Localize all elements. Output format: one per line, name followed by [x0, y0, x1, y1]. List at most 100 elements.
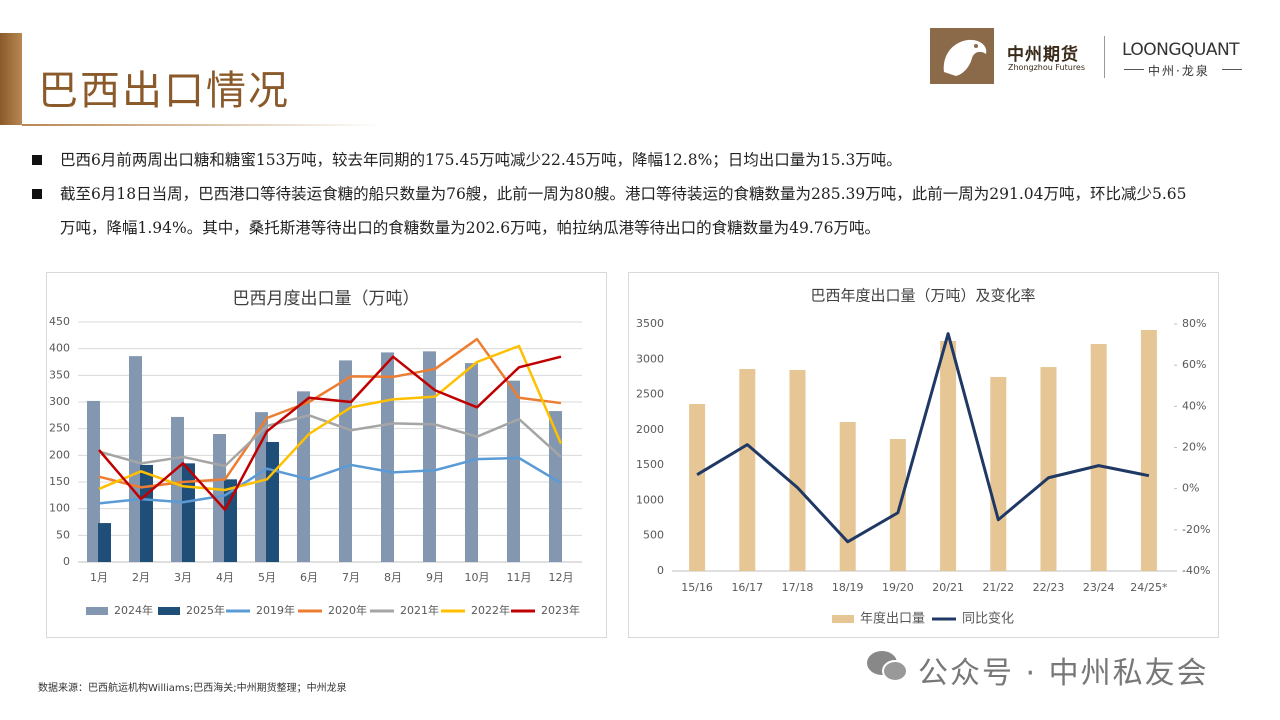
- logo-divider: [1104, 36, 1105, 78]
- logo-icon: [930, 28, 994, 84]
- y2-tick-label: -40%: [1182, 564, 1210, 577]
- logo-eye: [974, 44, 978, 48]
- legend-label: 2025年: [186, 603, 225, 617]
- bar: [1040, 367, 1057, 571]
- bullet: 巴西6月前两周出口糖和糖蜜153万吨，较去年同期的175.45万吨减少22.45…: [30, 143, 1200, 177]
- line-series: [98, 355, 562, 511]
- brand-dash: [1124, 69, 1144, 70]
- bar: [87, 400, 100, 562]
- watermark: 公众号 · 中州私友会: [918, 656, 1209, 691]
- y-tick-label: 0: [657, 564, 664, 577]
- logo-cn: 中州期货: [1007, 45, 1079, 65]
- page-title: 巴西出口情况: [38, 68, 290, 114]
- x-tick-label: 10月: [465, 571, 490, 584]
- line-series: [98, 456, 562, 505]
- legend-swatch: [86, 607, 108, 615]
- legend-label: 2021年: [400, 603, 439, 617]
- wechat-icon: [867, 651, 908, 682]
- bar: [990, 376, 1007, 571]
- x-tick-label: 7月: [342, 571, 360, 584]
- bar: [839, 422, 856, 571]
- y-tick-label: 3500: [636, 317, 664, 330]
- x-tick-label: 19/20: [882, 581, 914, 594]
- y-tick-label: 1000: [636, 493, 664, 506]
- bar: [940, 341, 957, 571]
- chart-frame: [628, 272, 1219, 638]
- x-tick-label: 16/17: [731, 581, 763, 594]
- title-rule: [22, 124, 382, 126]
- y-tick-label: 2000: [636, 423, 664, 436]
- x-tick-label: 6月: [300, 571, 318, 584]
- x-tick-label: 9月: [426, 571, 444, 584]
- legend-label: 年度出口量: [860, 611, 925, 627]
- x-tick-label: 17/18: [782, 581, 814, 594]
- chart-title: 巴西年度出口量（万吨）及变化率: [810, 287, 1035, 305]
- bar: [381, 352, 394, 562]
- icon-bubble: [882, 660, 908, 682]
- bar: [339, 360, 352, 562]
- x-tick-label: 21/22: [982, 581, 1014, 594]
- x-tick-label: 2月: [132, 571, 150, 584]
- brand-dash: [1222, 69, 1242, 70]
- y-tick-label: 250: [49, 422, 70, 435]
- legend-swatch: [832, 615, 854, 623]
- line-series: [98, 414, 562, 468]
- y2-tick-label: -20%: [1182, 523, 1210, 536]
- title-accent: [0, 33, 22, 125]
- bar: [465, 363, 478, 562]
- bullet: 截至6月18日当周，巴西港口等待装运食糖的船只数量为76艘，此前一周为80艘。港…: [30, 177, 1200, 245]
- x-tick-label: 3月: [174, 571, 192, 584]
- y-tick-label: 450: [49, 315, 70, 328]
- x-tick-label: 22/23: [1033, 581, 1065, 594]
- bar: [1090, 344, 1107, 571]
- y2-tick-label: 0%: [1182, 482, 1199, 495]
- y2-tick-label: 60%: [1182, 358, 1206, 371]
- bar: [889, 439, 906, 571]
- bar: [689, 404, 706, 571]
- bar: [423, 351, 436, 562]
- x-tick-label: 18/19: [832, 581, 864, 594]
- y-tick-label: 0: [63, 555, 70, 568]
- y-tick-label: 1500: [636, 458, 664, 471]
- bar: [1140, 329, 1157, 571]
- x-tick-label: 24/25*: [1130, 581, 1168, 594]
- y-tick-label: 3000: [636, 352, 664, 365]
- legend-swatch: [158, 607, 180, 615]
- bar: [507, 380, 520, 562]
- y-tick-label: 2500: [636, 388, 664, 401]
- y2-tick-label: 40%: [1182, 399, 1206, 412]
- bar: [739, 369, 756, 571]
- brand: LOONGQUANT: [1122, 40, 1240, 60]
- chart-title: 巴西月度出口量（万吨）: [233, 289, 420, 309]
- bar: [129, 356, 142, 562]
- legend-label: 2024年: [114, 603, 153, 617]
- legend-label: 2022年: [471, 603, 510, 617]
- y-tick-label: 100: [49, 502, 70, 515]
- x-tick-label: 23/24: [1083, 581, 1115, 594]
- legend-label: 2023年: [541, 603, 580, 617]
- x-tick-label: 4月: [216, 571, 234, 584]
- logo-en: Zhongzhou Futures: [1008, 63, 1086, 72]
- x-tick-label: 11月: [507, 571, 532, 584]
- y-tick-label: 350: [49, 368, 70, 381]
- bar: [266, 442, 279, 562]
- y-tick-label: 300: [49, 395, 70, 408]
- y-tick-label: 500: [643, 529, 664, 542]
- y-tick-label: 200: [49, 448, 70, 461]
- y2-tick-label: 20%: [1182, 441, 1206, 454]
- x-tick-label: 5月: [258, 571, 276, 584]
- brand-sub: 中州·龙泉: [1148, 64, 1210, 78]
- y2-tick-label: 80%: [1182, 317, 1206, 330]
- legend-label: 同比变化: [962, 611, 1014, 627]
- bar: [140, 464, 153, 562]
- bar: [171, 416, 184, 562]
- x-tick-label: 8月: [384, 571, 402, 584]
- x-tick-label: 12月: [549, 571, 574, 584]
- legend-label: 2019年: [256, 603, 295, 617]
- bar: [224, 479, 237, 562]
- bar: [789, 370, 806, 571]
- bar: [98, 523, 111, 562]
- x-tick-label: 1月: [90, 571, 108, 584]
